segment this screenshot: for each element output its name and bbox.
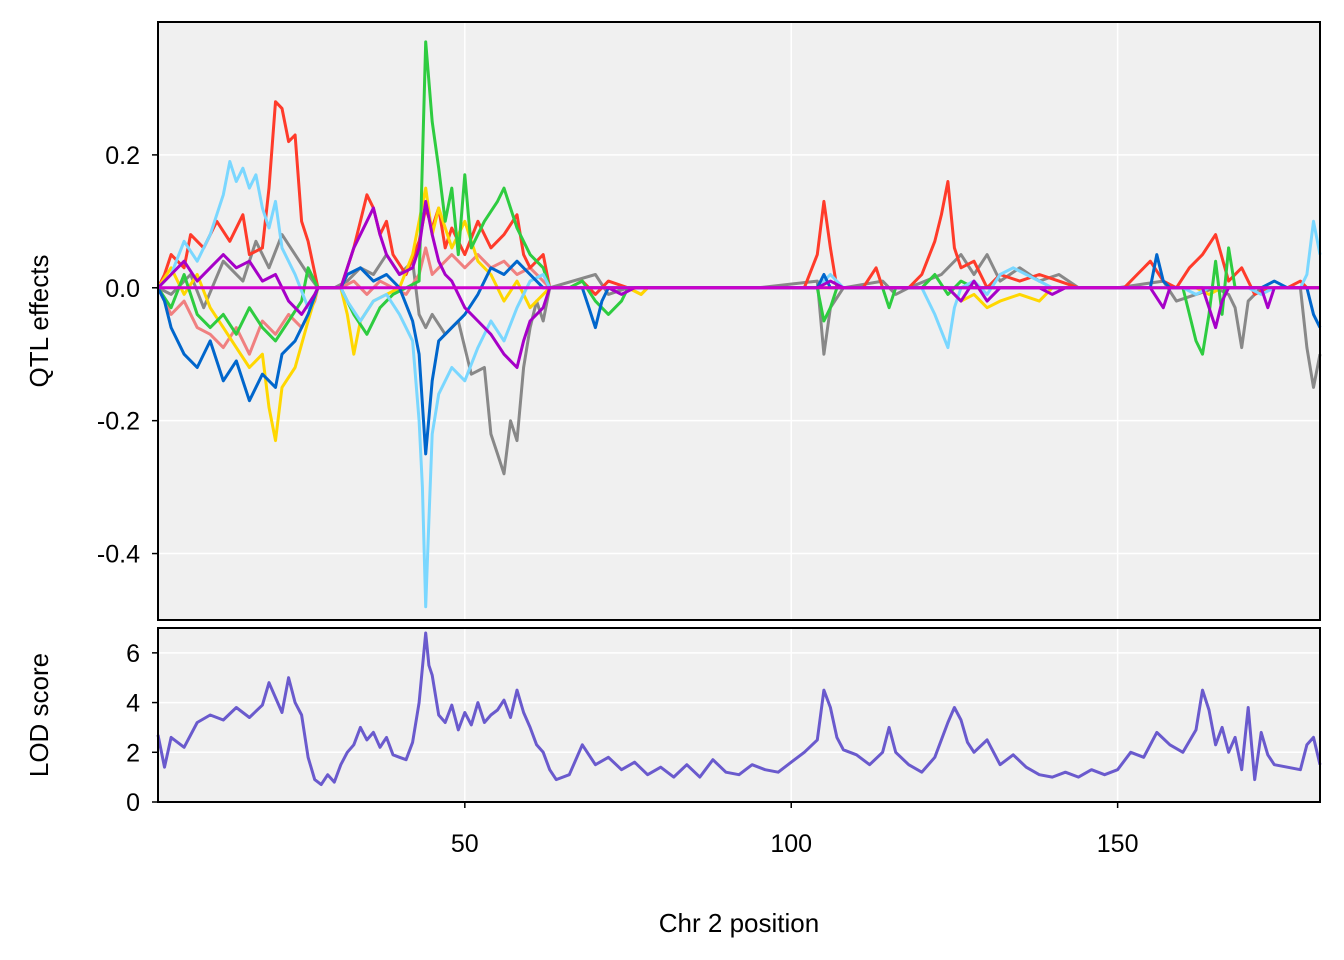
x-tick-label: 100 [770,830,812,858]
qtl-effects-y-ticks: -0.4 -0.2 0.0 0.2 [97,142,158,569]
qtl-effects-series-line-6 [156,253,1322,456]
lod-score-plot-frame [157,627,1321,803]
qtl-effects-plot-frame [157,21,1321,621]
qtl-effects-y-tick-label: -0.4 [97,541,140,569]
x-axis-label: Chr 2 position [659,908,819,938]
lod-score-y-axis-label: LOD score [24,653,54,777]
lod-score-y-tick-label: 2 [126,739,140,767]
qtl-effects-plot-background [158,22,1320,620]
lod-score-y-tick-label: 4 [126,690,140,718]
lod-score-y-tick-label: 6 [126,640,140,668]
lod-score-panel: 0 2 4 6 50 100 150 LOD score Chr 2 position [24,627,1322,938]
qtl-effects-y-tick-label: -0.2 [97,408,140,436]
qtl-effects-series-line-3 [156,186,1320,443]
qtl-effects-y-tick-label: 0.2 [105,142,140,170]
x-tick-label: 150 [1097,830,1139,858]
lod-score-y-ticks: 0 2 4 6 [126,640,158,817]
qtl-effects-series-line-4 [156,40,1320,356]
x-tick-label: 50 [451,830,479,858]
qtl-effects-y-tick-label: 0.0 [105,275,140,303]
x-axis-ticks: 50 100 150 [451,802,1139,858]
qtl-effects-panel: -0.4 -0.2 0.0 0.2 QTL effects [24,21,1322,621]
lod-score-y-tick-label: 0 [126,789,140,817]
lod-score-series-group [156,631,1322,787]
lod-score-series-line-0 [156,631,1322,787]
qtl-effects-y-axis-label: QTL effects [24,255,54,388]
qtl-effects-series-group [156,40,1322,609]
